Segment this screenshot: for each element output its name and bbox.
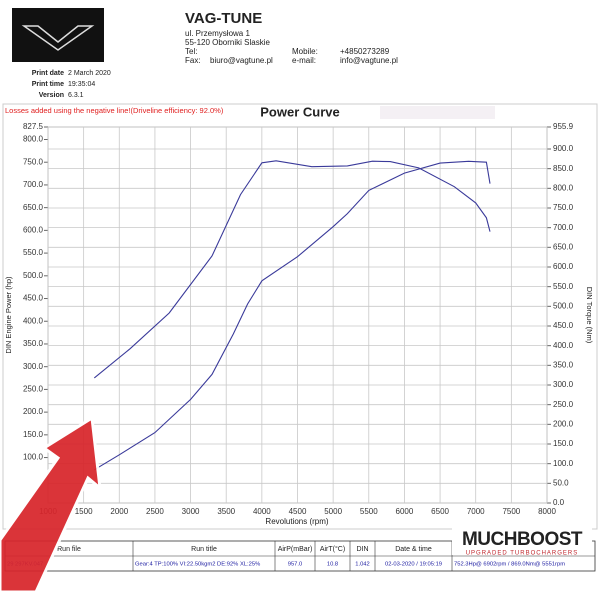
fax-label: Fax: (185, 56, 201, 65)
x-tick-label: 4000 (253, 507, 271, 516)
y-tick-label: 450.0 (23, 294, 44, 303)
y2-tick-label: 400.0 (553, 341, 574, 350)
plot: 0.0 50.0 100.0 150.0 200.0 250.0 300.0 350.0 400… (23, 122, 574, 516)
x-tick-label: 2000 (110, 507, 128, 516)
y-tick-label: 350.0 (23, 339, 44, 348)
x-tick-label: 4500 (289, 507, 307, 516)
x-tick-label: 5000 (324, 507, 342, 516)
fax: biuro@vagtune.pl (210, 56, 273, 65)
address: 55-120 Oborniki Slaskie (185, 38, 270, 47)
chart-note: Losses added using the negative line!(Dr… (5, 106, 224, 115)
chart-title: Power Curve (260, 104, 339, 119)
y-axis-title: DIN Engine Power (hp) (4, 276, 13, 354)
logo-brand: MUCHBOOST (462, 529, 583, 550)
y-tick-label: 250.0 (23, 385, 44, 394)
sponsor-logo (452, 527, 592, 555)
y2-tick-label: 300.0 (553, 380, 574, 389)
email-label: e-mail: (292, 56, 316, 65)
column-header: Run title (191, 546, 217, 553)
y-tick-label: 500.0 (23, 271, 44, 280)
x-tick-label: 6000 (396, 507, 414, 516)
y2-tick-label: 550.0 (553, 282, 574, 291)
print-time-label: Print time (32, 81, 64, 88)
y2-tick-label: 955.9 (553, 122, 574, 131)
x-tick-label: 6500 (431, 507, 449, 516)
y-tick-label: 400.0 (23, 316, 44, 325)
version-label: Version (39, 92, 64, 99)
y2-tick-label: 850.0 (553, 164, 574, 173)
x-tick-label: 3000 (182, 507, 200, 516)
x-tick-label: 3500 (217, 507, 235, 516)
x-axis-title: Revolutions (rpm) (265, 517, 328, 526)
y-tick-label: 827.5 (23, 122, 44, 131)
x-tick-label: 8000 (538, 507, 556, 516)
y-tick-label: 200.0 (23, 407, 44, 416)
y-tick-label: 150.0 (23, 430, 44, 439)
table-cell: Gear:4 TP:100% VI:22.50kgm2 DE:92% XL:25… (135, 562, 260, 568)
y2-tick-label: 750.0 (553, 203, 574, 212)
table-cell: 10.8 (327, 562, 338, 568)
y-tick-label: 650.0 (23, 203, 44, 212)
y2-tick-label: 50.0 (553, 478, 569, 487)
print-time: 19:35:04 (68, 81, 95, 88)
company-name: VAG-TUNE (185, 10, 262, 27)
curve (93, 160, 491, 379)
y2-tick-label: 900.0 (553, 144, 574, 153)
print-date-label: Print date (32, 70, 64, 77)
y-tick-label: 750.0 (23, 157, 44, 166)
table-cell: 02-03-2020 / 19:05:19 (385, 562, 442, 568)
y-tick-label: 300.0 (23, 362, 44, 371)
y-tick-label: 700.0 (23, 180, 44, 189)
y2-axis-title: DIN Torque (Nm) (585, 287, 594, 344)
x-tick-label: 7000 (467, 507, 485, 516)
y2-tick-label: 650.0 (553, 242, 574, 251)
y2-tick-label: 600.0 (553, 262, 574, 271)
y-tick-label: 100.0 (23, 453, 44, 462)
table-cell: 752.3Hp@ 6902rpm / 869.0Nm@ 5551rpm (454, 562, 565, 568)
table-cell: 1.042 (355, 562, 370, 568)
y-tick-label: 800.0 (23, 135, 44, 144)
email: info@vagtune.pl (340, 56, 398, 65)
y2-tick-label: 700.0 (553, 223, 574, 232)
x-tick-label: 1500 (75, 507, 93, 516)
column-header: AirP(mBar) (278, 546, 313, 553)
y2-tick-label: 0.0 (553, 498, 565, 507)
y-tick-label: 550.0 (23, 248, 44, 257)
title-box (380, 106, 495, 119)
column-header: AirT(°C) (320, 545, 345, 553)
y2-tick-label: 250.0 (553, 400, 574, 409)
y2-tick-label: 100.0 (553, 459, 574, 468)
results-table: Run file Run title AirP(mBar) AirT(°C) DIN Da… (4, 540, 596, 572)
logo-emblem (21, 25, 95, 51)
y2-tick-label: 350.0 (553, 360, 574, 369)
y-tick-label: 600.0 (23, 225, 44, 234)
column-header: Date & time (395, 546, 432, 553)
x-tick-label: 7500 (502, 507, 520, 516)
arrow-overlay (0, 415, 102, 592)
print-date: 2 March 2020 (68, 70, 111, 77)
column-header: DIN (356, 546, 368, 553)
y2-tick-label: 800.0 (553, 183, 574, 192)
y2-tick-label: 500.0 (553, 301, 574, 310)
table-cell: 957.0 (288, 562, 303, 568)
logo-tagline: UPGRADED TURBOCHARGERS (466, 551, 579, 557)
mobile: +4850273289 (340, 47, 390, 56)
curve (94, 160, 491, 471)
y2-tick-label: 150.0 (553, 439, 574, 448)
y2-tick-label: 200.0 (553, 419, 574, 428)
chart-frame (2, 103, 598, 530)
x-tick-label: 2500 (146, 507, 164, 516)
tel-label: Tel: (185, 47, 197, 56)
column-header: Run file (57, 546, 81, 553)
address: ul. Przemysłowa 1 (185, 29, 250, 38)
mobile-label: Mobile: (292, 47, 318, 56)
y2-tick-label: 450.0 (553, 321, 574, 330)
x-tick-label: 5500 (360, 507, 378, 516)
version: 6.3.1 (68, 92, 84, 99)
company-logo (12, 8, 104, 62)
